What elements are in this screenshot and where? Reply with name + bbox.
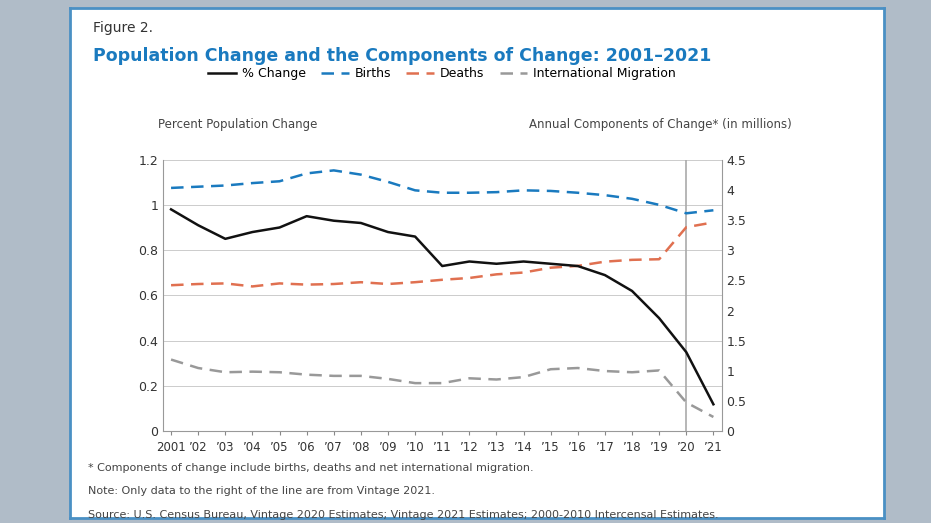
Text: Annual Components of Change* (in millions): Annual Components of Change* (in million…: [529, 118, 791, 131]
Legend: % Change, Births, Deaths, International Migration: % Change, Births, Deaths, International …: [203, 62, 681, 85]
Text: * Components of change include births, deaths and net international migration.: * Components of change include births, d…: [88, 463, 534, 473]
Text: Population Change and the Components of Change: 2001–2021: Population Change and the Components of …: [93, 47, 711, 65]
Text: Figure 2.: Figure 2.: [93, 21, 153, 35]
Text: Source: U.S. Census Bureau, Vintage 2020 Estimates; Vintage 2021 Estimates; 2000: Source: U.S. Census Bureau, Vintage 2020…: [88, 510, 719, 520]
Text: Percent Population Change: Percent Population Change: [158, 118, 317, 131]
Text: Note: Only data to the right of the line are from Vintage 2021.: Note: Only data to the right of the line…: [88, 486, 436, 496]
